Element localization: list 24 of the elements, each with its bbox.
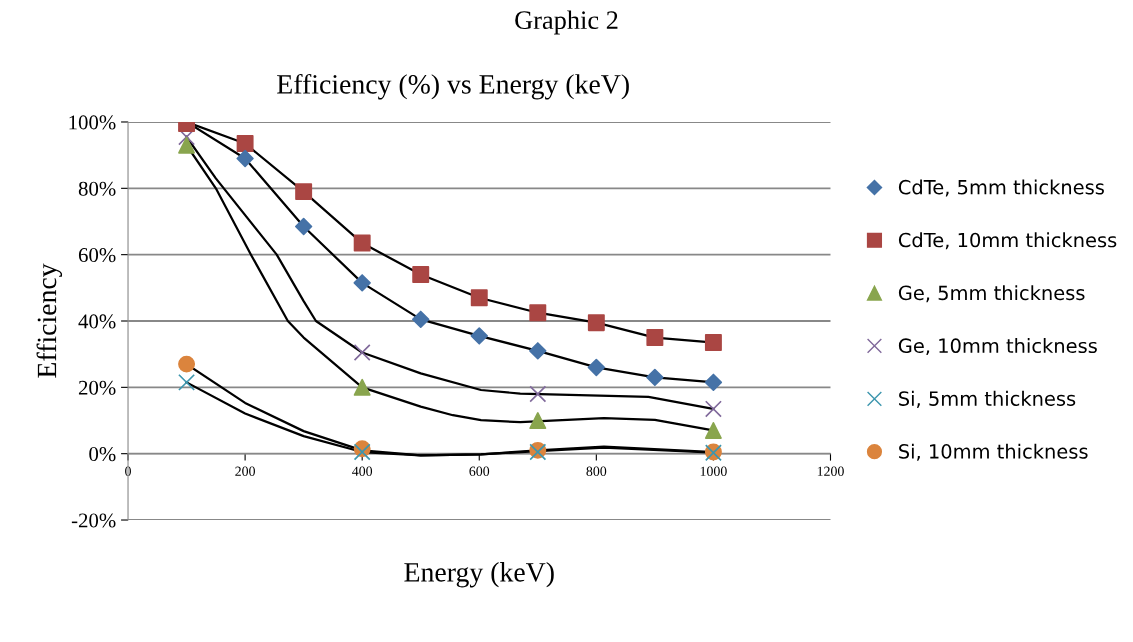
x-tick-label: 600 xyxy=(469,466,490,476)
y-tick-label: 40% xyxy=(78,314,116,329)
legend-label: Ge, 5mm thickness xyxy=(898,285,1085,303)
x-tick-label: 400 xyxy=(352,466,373,476)
legend-label: Ge, 10mm thickness xyxy=(898,338,1097,356)
legend-label: CdTe, 5mm thickness xyxy=(898,179,1104,197)
x-tick-label: 0 xyxy=(125,466,131,476)
legend-label: Si, 5mm thickness xyxy=(899,390,1076,408)
x-tick-label: 1000 xyxy=(700,466,727,476)
x-tick-label: 200 xyxy=(235,466,255,476)
chart-title: Graphic 2 xyxy=(515,10,618,35)
y-tick-label: -20% xyxy=(71,513,116,528)
x-tick-label: 800 xyxy=(586,466,607,476)
y-tick-label: 80% xyxy=(78,181,116,196)
y-tick-label: 100% xyxy=(69,115,116,130)
chart-subtitle: Efficiency (%) vs Energy (keV) xyxy=(277,73,629,100)
legend-label: CdTe, 10mm thickness xyxy=(898,232,1117,250)
y-axis-title: Efficiency xyxy=(36,263,63,378)
x-axis-title: Energy (keV) xyxy=(404,562,554,588)
x-tick-label: 1200 xyxy=(817,466,844,476)
y-tick-label: 60% xyxy=(78,248,116,263)
y-tick-label: 0% xyxy=(89,447,116,462)
legend-label: Si, 10mm thickness xyxy=(899,443,1088,461)
y-tick-label: 20% xyxy=(78,380,116,395)
